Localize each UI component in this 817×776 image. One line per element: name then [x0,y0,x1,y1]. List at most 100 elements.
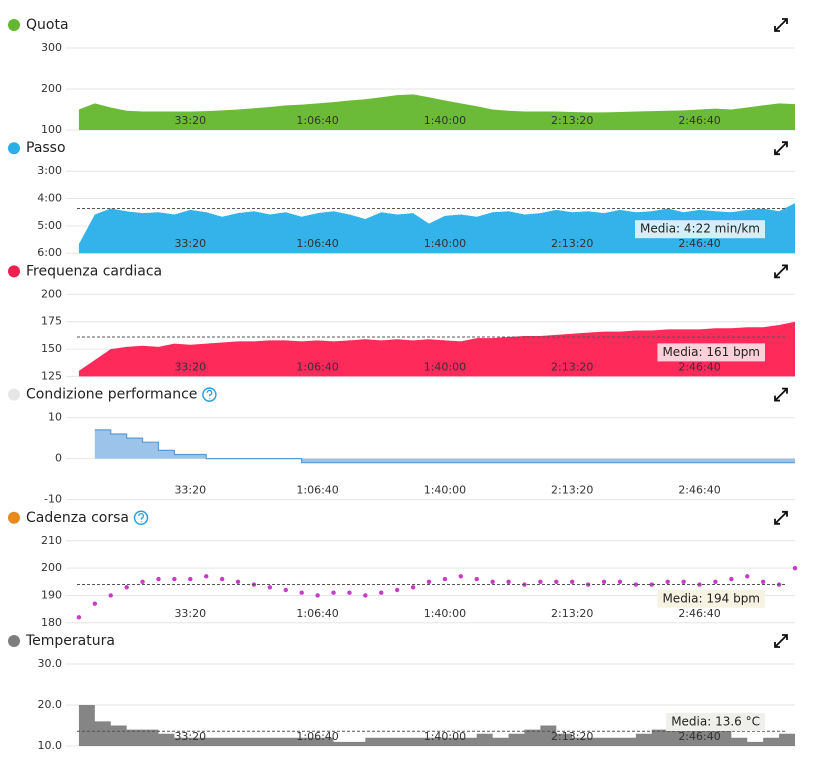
area [78,203,796,254]
x-tick-label: 1:40:00 [424,484,466,497]
area [78,705,796,746]
x-tick-label: 2:13:20 [551,607,593,620]
x-tick-label: 2:46:40 [678,237,720,250]
chart-panel: Passo 3:00 4:00 5:00 6:00 33:20 1:06:40 1:40:00… [8,140,796,259]
point [745,574,750,579]
x-tick-label: 2:46:40 [678,114,720,127]
point [554,579,559,584]
legend-dot [8,388,20,401]
point [108,593,113,598]
point [299,590,304,595]
help-icon[interactable] [133,510,149,526]
x-tick-label: 2:13:20 [551,730,593,743]
point [347,590,352,595]
expand-icon[interactable] [774,387,788,402]
point [792,565,798,571]
area [78,94,796,130]
chart-panel: Frequenza cardiaca 125 150 175 200 33:20 1:06:… [8,263,796,382]
chart-panel: Quota 100 200 300 33:20 1:06:40 1:40:00 2:13:20… [8,17,796,136]
legend-dot [8,19,20,31]
x-tick-label: 1:40:00 [424,114,466,127]
x-tick-label: 2:46:40 [678,607,720,620]
x-tick-label: 33:20 [174,360,206,373]
legend-dot [8,635,20,647]
point [331,590,336,595]
x-tick-label: 1:06:40 [296,114,338,127]
help-icon[interactable] [202,387,217,402]
x-tick-label: 2:46:40 [678,360,720,373]
x-tick-label: 1:40:00 [424,607,466,620]
chart-title: Condizione performance [26,387,197,403]
point [235,579,241,584]
point [204,574,209,579]
y-tick-label: 4:00 [37,192,62,205]
point [760,579,766,584]
x-tick-label: 1:06:40 [296,607,338,620]
y-tick-label: 175 [41,315,62,328]
y-tick-label: 30.0 [38,657,63,670]
point [665,579,670,584]
chart-title: Passo [26,140,66,156]
annotation-label: Media: 13.6 °C [671,715,760,729]
annotation-box [657,589,765,608]
annotation-label: Media: 161 bpm [662,345,760,359]
expand-icon[interactable] [774,264,788,279]
x-tick-label: 2:13:20 [551,360,593,373]
expand-icon[interactable] [774,510,788,525]
x-tick-label: 33:20 [174,114,206,127]
x-tick-label: 1:40:00 [424,730,466,743]
legend-dot [8,142,20,155]
expand-icon[interactable] [774,634,788,648]
point [156,576,161,582]
annotation-box [635,220,765,239]
annotation-label: Media: 194 bpm [662,591,760,605]
point [681,579,686,584]
point [729,576,734,582]
x-tick-label: 1:40:00 [424,237,466,250]
area [94,429,795,463]
y-tick-label: 125 [41,369,62,382]
expand-icon[interactable] [774,141,788,156]
point [92,601,98,606]
point [188,576,193,582]
chart-title: Quota [26,17,69,33]
point [379,590,384,595]
help-glyph [206,389,213,399]
y-tick-label: 150 [41,342,62,355]
y-tick-label: 20.0 [38,698,63,711]
point [283,587,288,593]
point [219,576,225,582]
y-tick-label: 200 [41,287,62,300]
y-tick-label: -10 [44,493,62,506]
point [76,615,82,620]
legend-dot [8,511,20,524]
y-tick-label: 5:00 [37,219,62,232]
x-tick-label: 2:46:40 [678,730,720,743]
x-tick-label: 1:06:40 [296,484,338,497]
expand-icon[interactable] [774,18,788,32]
chart-panel: Condizione performance -10 0 10 33:20 1:06:40… [8,387,795,506]
point [442,576,448,582]
point [394,587,400,593]
area-line [94,429,795,464]
point [267,585,273,590]
annotation-box [666,713,765,731]
x-tick-label: 33:20 [174,730,206,743]
chart-title: Frequenza cardiaca [26,263,162,279]
point [649,582,654,587]
point [570,579,575,584]
y-tick-label: 10 [48,411,62,424]
y-tick-label: 210 [41,534,62,547]
y-tick-label: 100 [41,123,62,136]
y-tick-label: 190 [41,588,62,601]
y-tick-label: 300 [41,41,62,54]
legend-dot [8,265,20,278]
x-tick-label: 2:13:20 [551,114,593,127]
point [474,576,479,582]
point [172,576,177,582]
y-tick-label: 3:00 [37,164,62,177]
x-tick-label: 1:06:40 [296,730,338,743]
y-tick-label: 200 [41,561,62,574]
